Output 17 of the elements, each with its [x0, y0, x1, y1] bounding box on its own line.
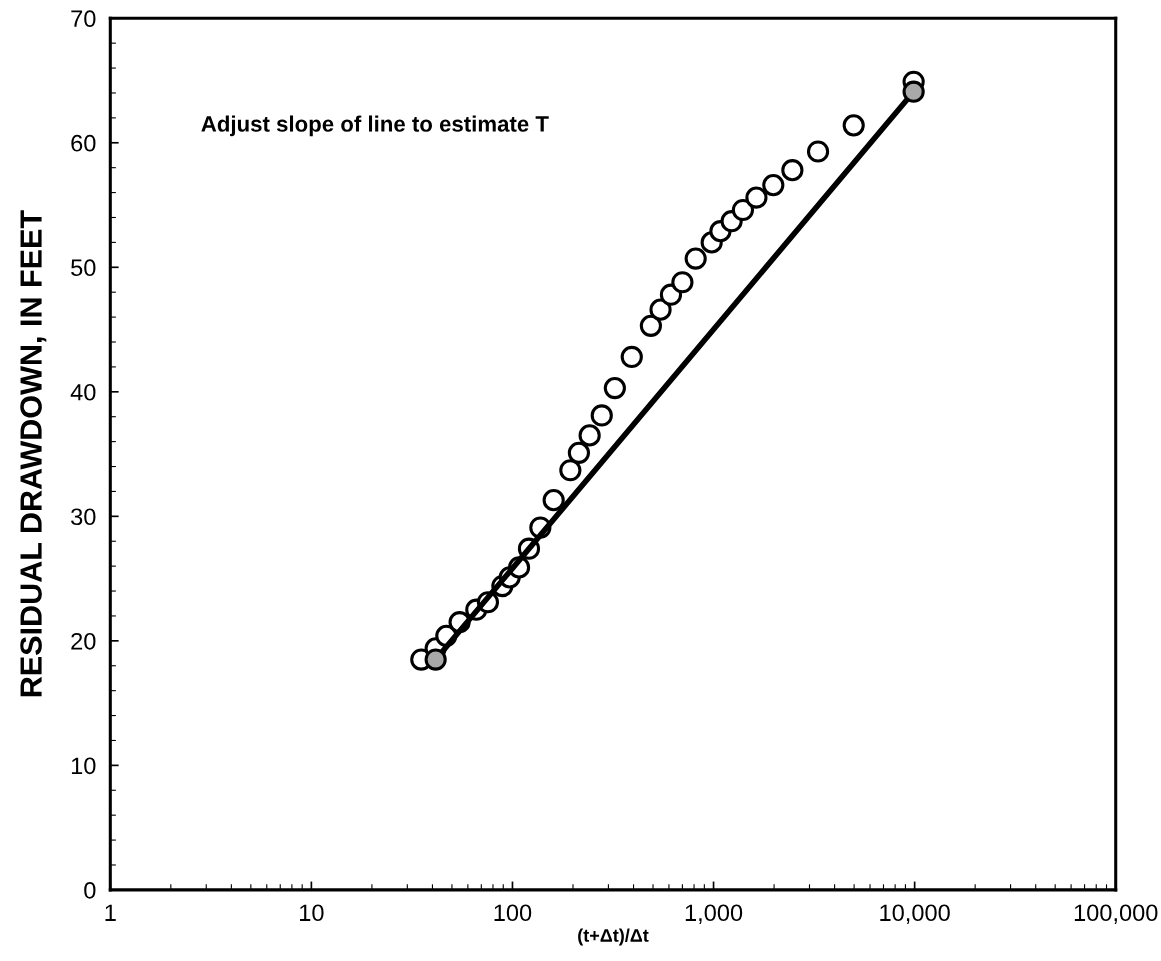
- y-tick-label: 10: [71, 757, 96, 775]
- x-tick-label: 10: [300, 904, 324, 922]
- x-tick-label: 1,000: [685, 904, 743, 924]
- y-tick-label: 0: [84, 881, 96, 899]
- y-tick-label: 70: [71, 10, 96, 28]
- y-axis-title: RESIDUAL DRAWDOWN, IN FEET: [20, 210, 47, 697]
- x-tick-label: 1: [105, 904, 116, 921]
- x-tick-label: 100: [494, 904, 532, 922]
- x-tick-label: 100,000: [1074, 904, 1158, 924]
- x-tick-label: 10,000: [880, 904, 950, 924]
- y-tick-label: 30: [71, 508, 96, 526]
- y-tick-label: 50: [71, 259, 96, 277]
- y-tick-label: 40: [70, 383, 96, 401]
- annotation: Adjust slope of line to estimate T: [201, 115, 549, 137]
- x-axis-title: (t+Δt)/Δt: [578, 928, 649, 946]
- y-tick-label: 60: [71, 134, 96, 152]
- y-tick-label: 20: [71, 632, 96, 650]
